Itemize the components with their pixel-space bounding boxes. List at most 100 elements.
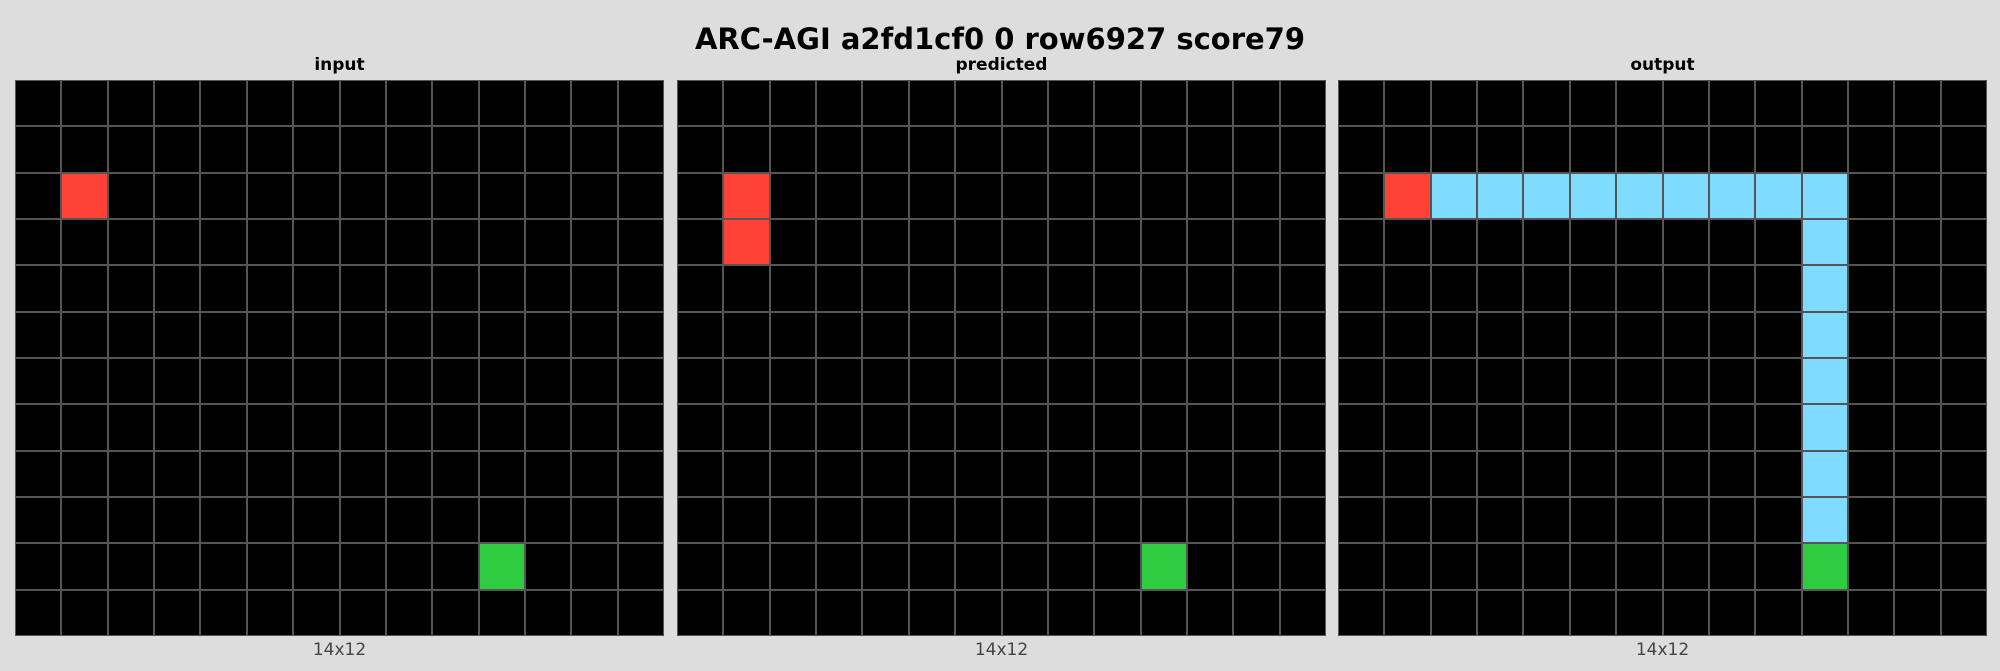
grid-cell bbox=[1279, 218, 1326, 266]
grid-cell bbox=[1430, 357, 1478, 405]
grid-cell bbox=[723, 172, 770, 219]
grid-cell bbox=[571, 496, 618, 544]
grid-cell bbox=[1279, 543, 1326, 590]
grid-cell bbox=[478, 404, 525, 451]
grid-cell bbox=[246, 496, 294, 544]
grid-cell bbox=[61, 172, 108, 219]
grid-cell bbox=[1094, 543, 1141, 590]
grid-dims: 14x12 bbox=[974, 640, 1029, 660]
grid-cell bbox=[955, 218, 1002, 266]
grid-cell bbox=[677, 311, 724, 358]
grid-cell bbox=[246, 126, 294, 173]
grid-cell bbox=[385, 404, 433, 451]
grid-cell bbox=[908, 589, 956, 636]
grid-cell bbox=[1708, 543, 1756, 590]
grid-cell bbox=[1233, 126, 1280, 173]
grid-cell bbox=[61, 589, 108, 636]
grid-cell bbox=[246, 172, 294, 219]
grid-cell bbox=[1523, 172, 1570, 219]
grid-cell bbox=[339, 311, 386, 358]
grid-cell bbox=[1847, 404, 1895, 451]
grid-cell bbox=[1233, 311, 1280, 358]
grid-cell bbox=[246, 265, 294, 312]
grid-cell bbox=[1616, 543, 1663, 590]
grid-cell bbox=[1233, 80, 1280, 127]
grid-cell bbox=[862, 357, 909, 405]
grid-cell bbox=[1569, 543, 1617, 590]
grid-cell bbox=[524, 404, 572, 451]
grid-cell bbox=[107, 311, 155, 358]
grid-cell bbox=[769, 404, 817, 451]
grid-cell bbox=[432, 496, 479, 544]
grid-cell bbox=[723, 496, 770, 544]
grid-cell bbox=[769, 450, 817, 497]
grid-cell bbox=[1047, 543, 1095, 590]
grid-cell bbox=[107, 543, 155, 590]
grid-cell bbox=[677, 496, 724, 544]
grid-cell bbox=[1430, 265, 1478, 312]
grid-cell bbox=[723, 589, 770, 636]
grid-cell bbox=[246, 543, 294, 590]
grid-cell bbox=[1894, 450, 1941, 497]
grid-cell bbox=[200, 126, 247, 173]
grid-cell bbox=[1430, 543, 1478, 590]
grid-cell bbox=[571, 357, 618, 405]
grid-cell bbox=[478, 172, 525, 219]
grid-cell bbox=[1755, 450, 1802, 497]
grid-cell bbox=[107, 496, 155, 544]
panel-output: output 14x12 bbox=[1338, 54, 1987, 662]
grid-cell bbox=[908, 172, 956, 219]
grid-cell bbox=[677, 80, 724, 127]
grid-cell bbox=[1662, 496, 1709, 544]
grid-cell bbox=[1894, 80, 1941, 127]
grid-cell bbox=[61, 126, 108, 173]
grid-cell bbox=[769, 218, 817, 266]
grid-cell bbox=[1094, 357, 1141, 405]
grid-cell bbox=[293, 311, 340, 358]
grid-cell bbox=[862, 126, 909, 173]
grid-cell bbox=[1186, 404, 1234, 451]
grid-cell bbox=[1940, 357, 1987, 405]
grid-cell bbox=[246, 589, 294, 636]
grid-cell bbox=[1047, 589, 1095, 636]
grid-cell bbox=[1708, 450, 1756, 497]
grid-cell bbox=[107, 450, 155, 497]
grid-cell bbox=[1801, 357, 1848, 405]
grid-cell bbox=[154, 265, 201, 312]
grid-cell bbox=[1094, 311, 1141, 358]
grid-cell bbox=[478, 311, 525, 358]
grid-cell bbox=[478, 126, 525, 173]
grid-cell bbox=[293, 404, 340, 451]
grid-cell bbox=[1801, 265, 1848, 312]
grid-cell bbox=[1047, 126, 1095, 173]
grid-cell bbox=[524, 543, 572, 590]
grid-cell bbox=[1233, 218, 1280, 266]
grid-cell bbox=[200, 172, 247, 219]
grid-cell bbox=[1186, 218, 1234, 266]
grid-cell bbox=[524, 357, 572, 405]
grid-cell bbox=[723, 357, 770, 405]
grid-cell bbox=[1140, 172, 1187, 219]
grid-cell bbox=[1569, 450, 1617, 497]
grid-cell bbox=[1186, 265, 1234, 312]
grid-cell bbox=[1940, 80, 1987, 127]
grid-cell bbox=[1801, 450, 1848, 497]
grid-cell bbox=[1279, 450, 1326, 497]
grid-cell bbox=[1384, 450, 1431, 497]
grid-cell bbox=[816, 589, 863, 636]
grid-cell bbox=[1384, 543, 1431, 590]
grid-cell bbox=[432, 589, 479, 636]
grid-cell bbox=[1940, 126, 1987, 173]
grid-cell bbox=[15, 265, 62, 312]
grid-cell bbox=[1384, 589, 1431, 636]
grid-cell bbox=[1233, 404, 1280, 451]
grid-cell bbox=[816, 172, 863, 219]
grid-cell bbox=[862, 80, 909, 127]
grid-cell bbox=[1233, 450, 1280, 497]
grid-output bbox=[1338, 80, 1987, 636]
grid-cell bbox=[862, 404, 909, 451]
grid-cell bbox=[339, 589, 386, 636]
grid-cell bbox=[1755, 126, 1802, 173]
grid-cell bbox=[524, 589, 572, 636]
grid-cell bbox=[769, 172, 817, 219]
